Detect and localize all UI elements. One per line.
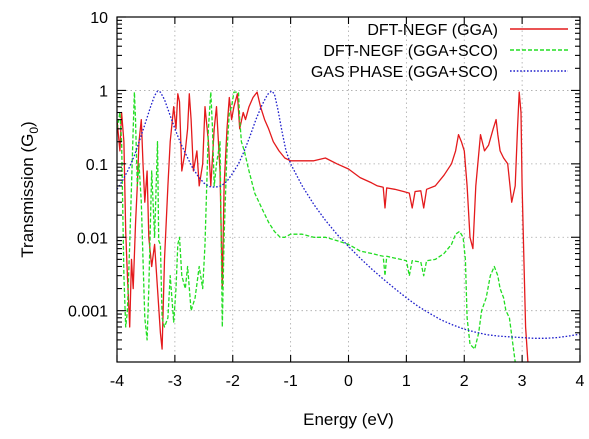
- y-axis-title-close: ): [18, 121, 37, 127]
- x-tick-label: 1: [402, 373, 411, 390]
- x-tick-label: 0: [344, 373, 353, 390]
- x-axis-title: Energy (eV): [303, 410, 394, 429]
- legend-label-2: DFT-NEGF (GGA+SCO): [323, 43, 498, 60]
- y-tick-label: 0.01: [77, 230, 108, 247]
- y-tick-label: 0.001: [68, 304, 108, 321]
- x-tick-label: 3: [518, 373, 527, 390]
- y-axis-title-main: Transmission (G: [18, 134, 37, 258]
- x-tick-label: -4: [110, 373, 124, 390]
- series-line-3: [117, 90, 580, 339]
- y-axis-title: Transmission (G0): [18, 121, 41, 257]
- axis-ticks: -4 -3 -2 -1 0 1 2 3 4 0.001 0.01 0.1 1 10: [68, 10, 585, 390]
- x-tick-label: -2: [226, 373, 240, 390]
- legend: DFT-NEGF (GGA) DFT-NEGF (GGA+SCO) GAS PHAS…: [311, 22, 568, 81]
- x-tick-label: 4: [576, 373, 585, 390]
- y-tick-label: 0.1: [86, 157, 108, 174]
- series-lines: [117, 90, 580, 362]
- legend-label-1: DFT-NEGF (GGA): [367, 22, 498, 39]
- y-tick-label: 10: [90, 10, 108, 27]
- series-line-1: [117, 91, 529, 362]
- series-line-2: [117, 91, 516, 362]
- x-tick-label: -3: [168, 373, 182, 390]
- legend-label-3: GAS PHASE (GGA+SCO): [311, 64, 498, 81]
- y-axis-title-subscript: 0: [27, 127, 41, 134]
- x-tick-label: 2: [460, 373, 469, 390]
- x-tick-label: -1: [284, 373, 298, 390]
- y-tick-label: 1: [99, 83, 108, 100]
